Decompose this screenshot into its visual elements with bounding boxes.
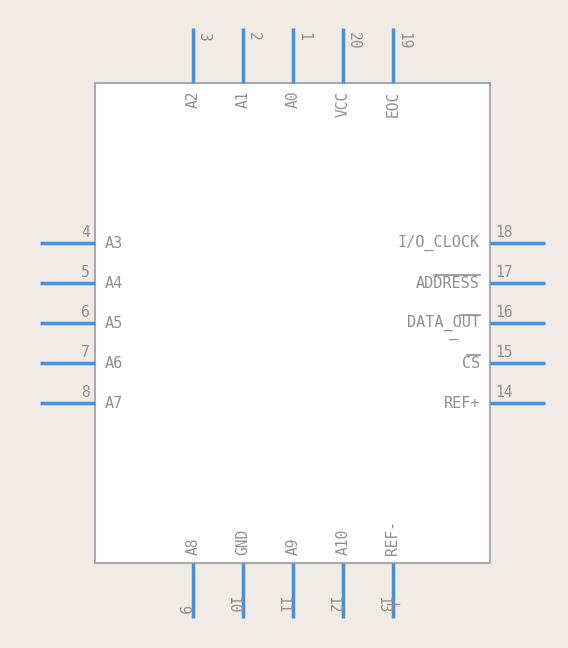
Text: 10: 10 xyxy=(225,597,240,614)
Text: 4: 4 xyxy=(81,225,90,240)
Text: 19: 19 xyxy=(396,32,411,49)
Text: 12: 12 xyxy=(325,597,340,614)
Text: 20: 20 xyxy=(346,32,361,49)
Text: A0: A0 xyxy=(286,91,300,108)
Text: VCC: VCC xyxy=(336,91,350,117)
Text: A6: A6 xyxy=(105,356,123,371)
Text: I/O_CLOCK: I/O_CLOCK xyxy=(398,235,480,251)
Text: A1: A1 xyxy=(236,91,250,108)
Bar xyxy=(95,83,490,563)
Text: GND: GND xyxy=(236,529,250,555)
Text: A4: A4 xyxy=(105,275,123,290)
Text: 1: 1 xyxy=(296,32,311,41)
Text: A8: A8 xyxy=(186,537,201,555)
Text: EOC: EOC xyxy=(386,91,400,117)
Text: –: – xyxy=(449,332,458,347)
Text: A5: A5 xyxy=(105,316,123,330)
Text: 7: 7 xyxy=(81,345,90,360)
Text: 6: 6 xyxy=(81,305,90,320)
Text: A9: A9 xyxy=(286,537,300,555)
Text: REF-: REF- xyxy=(386,520,400,555)
Text: 11: 11 xyxy=(275,597,290,614)
Text: A10: A10 xyxy=(336,529,350,555)
Text: 18: 18 xyxy=(495,225,512,240)
Text: 17: 17 xyxy=(495,265,512,280)
Text: 13: 13 xyxy=(375,597,390,614)
Text: 5: 5 xyxy=(81,265,90,280)
Text: 16: 16 xyxy=(495,305,512,320)
Text: A2: A2 xyxy=(186,91,201,108)
Text: DATA_OUT: DATA_OUT xyxy=(407,315,480,331)
Text: 15: 15 xyxy=(495,345,512,360)
Text: 9: 9 xyxy=(175,605,190,614)
Text: A3: A3 xyxy=(105,235,123,251)
Text: 2: 2 xyxy=(246,32,261,41)
Text: CS: CS xyxy=(462,356,480,371)
Text: ADDRESS: ADDRESS xyxy=(416,275,480,290)
Text: A7: A7 xyxy=(105,395,123,410)
Text: REF+: REF+ xyxy=(444,395,480,410)
Text: 8: 8 xyxy=(81,385,90,400)
Text: 3: 3 xyxy=(196,32,211,41)
Text: 14: 14 xyxy=(495,385,512,400)
